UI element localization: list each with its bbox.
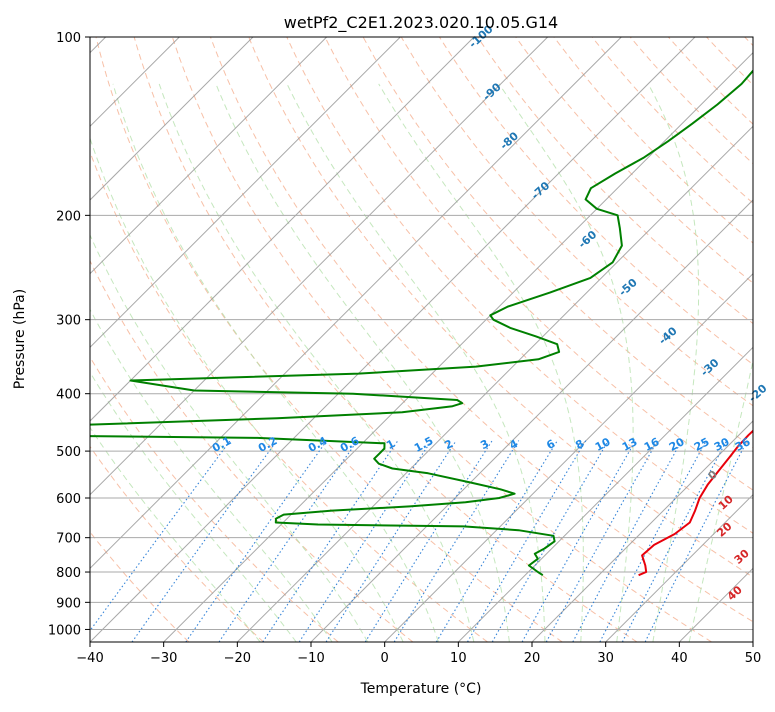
- x-tick-label: 0: [381, 651, 389, 666]
- x-tick-label: 10: [450, 651, 467, 666]
- x-tick-label: 20: [524, 651, 541, 666]
- x-axis-label: Temperature (°C): [360, 681, 482, 697]
- x-tick-label: −10: [297, 651, 324, 666]
- y-tick-label: 300: [56, 314, 81, 329]
- y-tick-label: 500: [56, 445, 81, 460]
- y-tick-label: 400: [56, 388, 81, 403]
- y-tick-label: 800: [56, 566, 81, 581]
- x-tick-label: −30: [150, 651, 177, 666]
- x-tick-label: 30: [597, 651, 614, 666]
- x-tick-label: −40: [76, 651, 103, 666]
- chart-title: wetPf2_C2E1.2023.020.10.05.G14: [284, 13, 558, 33]
- x-tick-label: −20: [224, 651, 251, 666]
- x-tick-label: 40: [671, 651, 688, 666]
- x-tick-label: 50: [745, 651, 762, 666]
- y-tick-label: 700: [56, 532, 81, 547]
- y-tick-label: 600: [56, 492, 81, 507]
- y-tick-label: 100: [56, 31, 81, 46]
- y-axis-label: Pressure (hPa): [12, 289, 28, 389]
- y-tick-label: 1000: [48, 623, 81, 638]
- y-tick-label: 900: [56, 596, 81, 611]
- y-tick-label: 200: [56, 209, 81, 224]
